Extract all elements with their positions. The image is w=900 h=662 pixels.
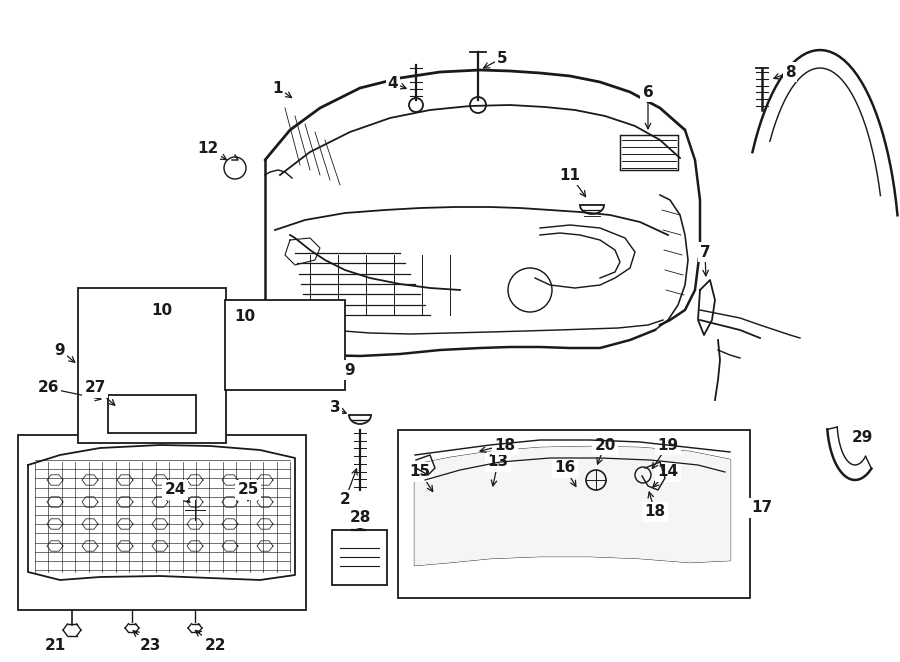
Text: 11: 11: [560, 167, 580, 183]
Text: 9: 9: [345, 363, 356, 377]
Text: 22: 22: [204, 638, 226, 653]
Text: 14: 14: [657, 465, 679, 479]
Text: 25: 25: [238, 483, 258, 498]
Text: 26: 26: [37, 381, 58, 395]
Text: 28: 28: [349, 510, 371, 526]
Polygon shape: [426, 493, 462, 518]
Text: 16: 16: [554, 461, 576, 475]
Text: 1: 1: [273, 81, 284, 95]
Polygon shape: [415, 447, 730, 565]
Bar: [398, 430, 750, 598]
Text: 18: 18: [644, 504, 666, 520]
Text: 10: 10: [151, 303, 173, 318]
Text: 18: 18: [494, 438, 516, 453]
Text: 8: 8: [785, 64, 796, 79]
Text: 23: 23: [140, 638, 161, 653]
Text: 21: 21: [44, 638, 66, 653]
Text: 10: 10: [234, 308, 256, 324]
Text: 24: 24: [165, 483, 185, 498]
Text: 6: 6: [643, 85, 653, 99]
Text: 7: 7: [699, 244, 710, 260]
Text: 4: 4: [388, 75, 399, 91]
Text: 20: 20: [594, 438, 616, 453]
Text: 27: 27: [85, 381, 105, 395]
Text: 19: 19: [657, 438, 679, 453]
Text: 12: 12: [197, 140, 219, 156]
Text: 5: 5: [497, 50, 508, 66]
Text: 29: 29: [851, 430, 873, 446]
Text: 17: 17: [752, 500, 772, 516]
Bar: [78, 288, 226, 443]
Text: 13: 13: [488, 455, 508, 469]
Bar: [225, 300, 345, 390]
Bar: [18, 435, 306, 610]
Polygon shape: [630, 485, 664, 510]
Text: 3: 3: [329, 401, 340, 416]
Text: 2: 2: [339, 493, 350, 508]
Text: 9: 9: [55, 342, 66, 357]
Bar: [620, 135, 678, 170]
Bar: [332, 530, 387, 585]
Text: 15: 15: [410, 465, 430, 479]
Bar: [108, 395, 196, 433]
Polygon shape: [568, 483, 604, 508]
